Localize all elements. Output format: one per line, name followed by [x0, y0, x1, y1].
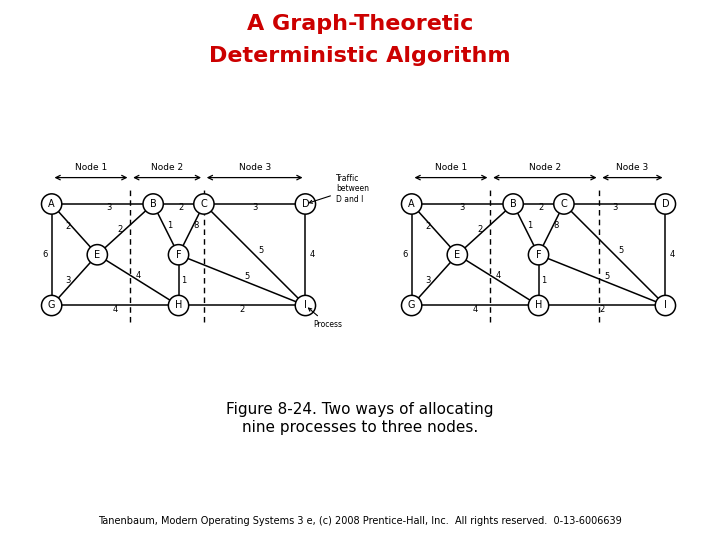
- Text: 5: 5: [618, 246, 624, 255]
- Circle shape: [143, 194, 163, 214]
- Text: E: E: [94, 249, 100, 260]
- Text: Traffic
between
D and I: Traffic between D and I: [309, 174, 369, 204]
- Text: 8: 8: [554, 221, 559, 231]
- Text: 4: 4: [112, 305, 117, 314]
- Circle shape: [554, 194, 574, 214]
- Circle shape: [655, 194, 675, 214]
- Text: C: C: [561, 199, 567, 209]
- Text: 5: 5: [604, 272, 610, 281]
- Text: Process: Process: [308, 308, 343, 329]
- Text: 1: 1: [181, 275, 186, 285]
- Text: 4: 4: [495, 271, 500, 280]
- Circle shape: [168, 245, 189, 265]
- Text: A: A: [48, 199, 55, 209]
- Text: F: F: [536, 249, 541, 260]
- Text: 5: 5: [244, 272, 250, 281]
- Circle shape: [528, 245, 549, 265]
- Circle shape: [655, 295, 675, 316]
- Text: 6: 6: [402, 250, 408, 259]
- Circle shape: [295, 194, 315, 214]
- Text: 5: 5: [258, 246, 264, 255]
- Text: 2: 2: [117, 225, 123, 234]
- Text: H: H: [535, 300, 542, 310]
- Circle shape: [42, 194, 62, 214]
- Text: B: B: [510, 199, 516, 209]
- Circle shape: [87, 245, 107, 265]
- Circle shape: [402, 194, 422, 214]
- Circle shape: [402, 295, 422, 316]
- Text: 2: 2: [239, 305, 245, 314]
- Text: B: B: [150, 199, 156, 209]
- Text: Node 1: Node 1: [75, 163, 107, 172]
- Text: Figure 8-24. Two ways of allocating
nine processes to three nodes.: Figure 8-24. Two ways of allocating nine…: [226, 402, 494, 435]
- Text: 3: 3: [252, 203, 257, 212]
- Text: Deterministic Algorithm: Deterministic Algorithm: [210, 46, 510, 66]
- Circle shape: [194, 194, 214, 214]
- Text: 4: 4: [135, 271, 140, 280]
- Text: H: H: [175, 300, 182, 310]
- Text: 2: 2: [599, 305, 605, 314]
- Circle shape: [447, 245, 467, 265]
- Text: 2: 2: [477, 225, 483, 234]
- Text: I: I: [664, 300, 667, 310]
- Text: 1: 1: [167, 221, 173, 230]
- Text: A Graph-Theoretic: A Graph-Theoretic: [247, 14, 473, 33]
- Text: 3: 3: [612, 203, 617, 212]
- Text: Node 3: Node 3: [616, 163, 649, 172]
- Text: 3: 3: [426, 275, 431, 285]
- Text: 6: 6: [42, 250, 48, 259]
- Text: E: E: [454, 249, 460, 260]
- Text: 3: 3: [459, 203, 465, 212]
- Circle shape: [528, 295, 549, 316]
- Text: A: A: [408, 199, 415, 209]
- Text: 4: 4: [670, 250, 675, 259]
- Text: 4: 4: [310, 250, 315, 259]
- Text: G: G: [48, 300, 55, 310]
- Text: Node 2: Node 2: [150, 163, 183, 172]
- Text: C: C: [201, 199, 207, 209]
- Text: D: D: [302, 199, 309, 209]
- Text: Node 3: Node 3: [238, 163, 271, 172]
- Text: Node 1: Node 1: [435, 163, 467, 172]
- Text: F: F: [176, 249, 181, 260]
- Text: G: G: [408, 300, 415, 310]
- Text: I: I: [304, 300, 307, 310]
- Text: Tanenbaum, Modern Operating Systems 3 e, (c) 2008 Prentice-Hall, Inc.  All right: Tanenbaum, Modern Operating Systems 3 e,…: [98, 516, 622, 526]
- Circle shape: [42, 295, 62, 316]
- Text: 2: 2: [179, 203, 184, 212]
- Text: 3: 3: [107, 203, 112, 212]
- Text: 3: 3: [66, 275, 71, 285]
- Text: 1: 1: [541, 275, 546, 285]
- Text: 1: 1: [527, 221, 533, 230]
- Circle shape: [295, 295, 315, 316]
- Text: 2: 2: [539, 203, 544, 212]
- Text: 2: 2: [66, 222, 71, 231]
- Text: 4: 4: [472, 305, 477, 314]
- Circle shape: [168, 295, 189, 316]
- Text: Node 2: Node 2: [528, 163, 561, 172]
- Text: D: D: [662, 199, 669, 209]
- Text: 2: 2: [426, 222, 431, 231]
- Circle shape: [503, 194, 523, 214]
- Text: 8: 8: [194, 221, 199, 231]
